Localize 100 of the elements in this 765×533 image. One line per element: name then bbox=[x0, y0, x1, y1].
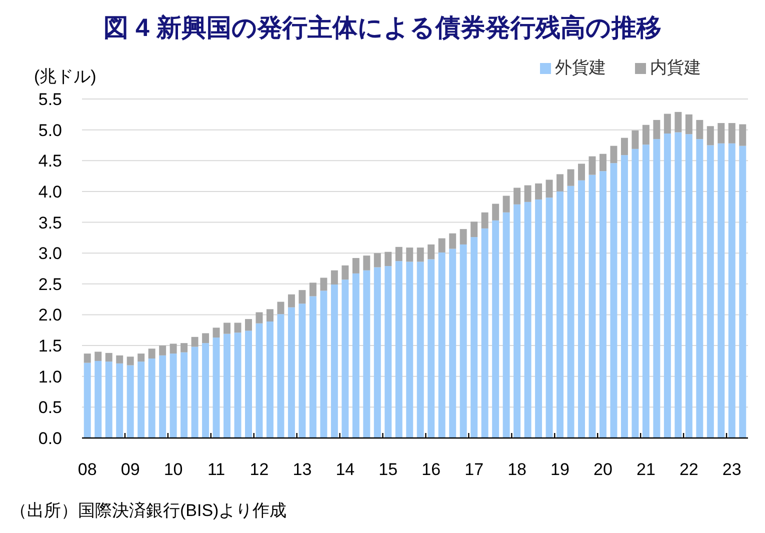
bar bbox=[588, 174, 596, 438]
x-tick-label: 20 bbox=[594, 460, 612, 479]
bar bbox=[202, 343, 210, 438]
bar bbox=[578, 180, 585, 438]
text: （出所）国際決済銀行(BIS)より作成 bbox=[10, 501, 287, 520]
bar bbox=[277, 302, 284, 314]
bar bbox=[94, 360, 102, 438]
bar bbox=[352, 258, 360, 274]
bar bbox=[288, 307, 295, 438]
bar bbox=[567, 169, 574, 186]
bar bbox=[685, 134, 692, 438]
bar bbox=[266, 309, 274, 322]
bar bbox=[256, 312, 263, 324]
bar bbox=[277, 314, 284, 438]
x-tick-label: 11 bbox=[207, 460, 226, 479]
bar bbox=[330, 284, 338, 438]
bar bbox=[212, 338, 220, 438]
bar bbox=[224, 334, 231, 438]
bar bbox=[105, 362, 112, 438]
bar bbox=[320, 290, 328, 438]
bar bbox=[556, 174, 564, 192]
bar bbox=[685, 114, 692, 134]
bar bbox=[148, 358, 156, 438]
bar bbox=[406, 248, 414, 262]
y-tick-label: 1.0 bbox=[38, 367, 62, 386]
x-tick-label: 21 bbox=[636, 460, 656, 479]
bar bbox=[94, 352, 102, 361]
bar bbox=[620, 155, 628, 438]
bar bbox=[546, 198, 553, 438]
bar bbox=[653, 120, 660, 140]
bar bbox=[395, 261, 402, 438]
bar bbox=[674, 132, 682, 438]
bar bbox=[202, 333, 210, 344]
bar bbox=[180, 343, 188, 352]
y-tick-label: 1.5 bbox=[38, 336, 62, 356]
bar bbox=[632, 130, 639, 149]
bar bbox=[416, 262, 424, 438]
bar bbox=[352, 273, 360, 438]
bar bbox=[84, 354, 91, 363]
bar bbox=[138, 354, 145, 362]
y-tick-label: 4.5 bbox=[38, 152, 62, 171]
x-tick-label: 12 bbox=[250, 460, 269, 479]
bar bbox=[180, 352, 188, 438]
bar bbox=[298, 290, 306, 304]
bar bbox=[502, 196, 510, 212]
bar bbox=[642, 144, 650, 438]
x-tick-label: 19 bbox=[550, 460, 570, 479]
bar bbox=[84, 362, 91, 438]
bar bbox=[224, 322, 231, 334]
bar bbox=[578, 164, 585, 180]
bar bbox=[116, 355, 124, 364]
bar bbox=[428, 259, 435, 438]
bar bbox=[514, 188, 521, 204]
x-tick-label: 08 bbox=[78, 460, 97, 479]
x-tick-label: 09 bbox=[120, 460, 140, 479]
bar bbox=[256, 323, 263, 438]
x-tick-label: 22 bbox=[679, 460, 698, 479]
bar bbox=[309, 282, 316, 296]
bar bbox=[298, 304, 306, 438]
bar bbox=[460, 229, 467, 244]
bar bbox=[406, 262, 414, 438]
bar bbox=[718, 123, 725, 144]
bar bbox=[384, 252, 392, 266]
bar bbox=[642, 124, 650, 145]
bar bbox=[374, 253, 381, 268]
legend-label: 外貨建 bbox=[555, 58, 606, 77]
bar bbox=[416, 248, 424, 262]
bar bbox=[159, 346, 166, 356]
y-tick-label: 2.5 bbox=[38, 274, 62, 294]
bar bbox=[535, 183, 542, 200]
bar bbox=[739, 124, 746, 146]
legend-label: 内貨建 bbox=[650, 58, 701, 77]
bar bbox=[170, 354, 177, 438]
chart-title: 図 4 新興国の発行主体による債券発行残高の推移 bbox=[104, 14, 662, 42]
y-tick-label: 0.5 bbox=[38, 398, 62, 418]
bar bbox=[428, 244, 435, 260]
x-tick-label: 15 bbox=[378, 460, 398, 479]
bar bbox=[502, 212, 510, 438]
bar bbox=[718, 143, 725, 438]
bar bbox=[363, 270, 370, 438]
bar bbox=[342, 265, 349, 280]
bar bbox=[610, 146, 618, 164]
bar bbox=[706, 126, 714, 146]
bar bbox=[728, 143, 736, 438]
y-tick-label: 3.0 bbox=[38, 244, 62, 264]
x-tick-label: 18 bbox=[508, 460, 527, 479]
bar bbox=[599, 154, 606, 172]
bar bbox=[696, 120, 704, 140]
y-axis-title: (兆ドル) bbox=[34, 67, 96, 86]
bar bbox=[470, 222, 478, 238]
bar bbox=[330, 270, 338, 285]
bar bbox=[148, 348, 156, 358]
bar bbox=[191, 336, 198, 347]
bar bbox=[514, 204, 521, 438]
bar bbox=[492, 204, 500, 220]
bar bbox=[126, 356, 134, 366]
bar bbox=[620, 138, 628, 156]
bar bbox=[384, 266, 392, 438]
bar bbox=[234, 332, 242, 438]
x-tick-label: 16 bbox=[422, 460, 441, 479]
